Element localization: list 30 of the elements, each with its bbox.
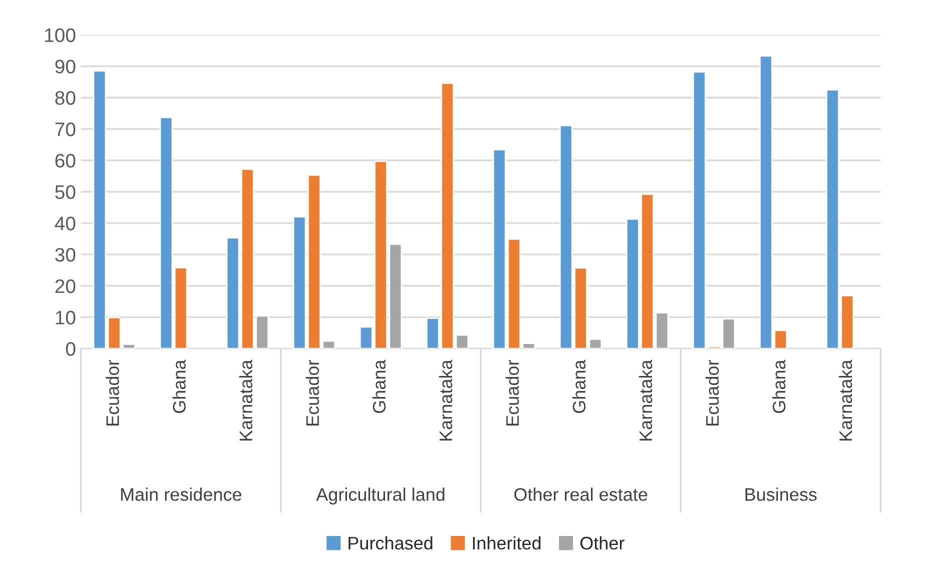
x-tick-label: Ecuador xyxy=(706,360,719,426)
legend-label: Inherited xyxy=(473,536,540,550)
y-tick-label: 30 xyxy=(55,248,76,262)
x-tick-label: Ghana xyxy=(772,360,786,414)
x-tick-label: Ecuador xyxy=(306,360,320,426)
y-tick-label: 80 xyxy=(55,91,76,105)
text: Main residence xyxy=(121,488,242,501)
x-tick-label: Karnataka xyxy=(239,360,252,441)
x-tick-label: Ghana xyxy=(172,360,186,414)
y-tick-label: 60 xyxy=(55,154,76,168)
text: Other real estate xyxy=(514,488,648,501)
y-tick-label: 0 xyxy=(66,342,76,356)
legend-label: Purchased xyxy=(348,536,432,550)
y-tick-label: 20 xyxy=(55,279,76,294)
y-tick-label: 100 xyxy=(45,28,76,42)
x-tick-label: Ghana xyxy=(572,360,586,414)
x-tick-label: Karnataka xyxy=(638,360,652,441)
y-tick-label: 10 xyxy=(56,310,76,324)
legend-label: Other xyxy=(580,536,624,550)
x-tick-label: Karnataka xyxy=(439,360,452,441)
y-tick-label: 50 xyxy=(55,185,76,199)
text: Agricultural land xyxy=(316,488,444,504)
x-tick-label: Ecuador xyxy=(106,360,120,426)
y-tick-label: 90 xyxy=(55,60,76,74)
x-tick-label: Ecuador xyxy=(506,360,519,426)
x-tick-label: Ghana xyxy=(372,360,386,414)
y-tick-label: 70 xyxy=(55,122,76,136)
x-tick-label: Karnataka xyxy=(838,360,852,441)
text: Business xyxy=(745,488,817,501)
y-tick-label: 40 xyxy=(54,216,76,230)
